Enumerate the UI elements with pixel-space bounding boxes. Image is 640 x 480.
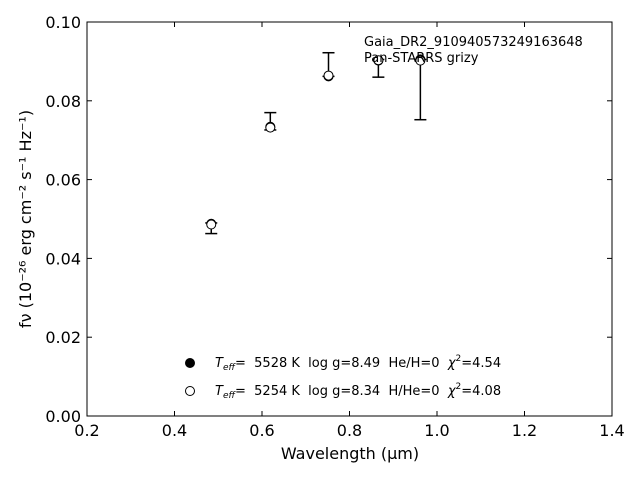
legend: Teff= 5528 K log g=8.49 He/H=0 χ2=4.54 T… (185, 354, 501, 401)
x-tick-label: 0.8 (337, 421, 362, 440)
legend-entry-1: Teff= 5528 K log g=8.49 He/H=0 χ2=4.54 (215, 354, 501, 373)
annotation-survey: Pan-STARRS grizy (364, 51, 479, 66)
legend-1-chi-value: =4.54 (461, 356, 501, 371)
y-tick-label: 0.02 (45, 328, 81, 347)
y-tick-label: 0.06 (45, 171, 81, 190)
legend-1-teff: T (215, 356, 224, 371)
legend-2-chi: χ (447, 384, 457, 399)
plot-area (86, 21, 613, 417)
y-tick-label: 0.10 (45, 13, 81, 32)
point-open (265, 122, 276, 133)
legend-1-teff-sub: eff (223, 363, 237, 373)
point-open (323, 70, 334, 81)
legend-1-chi-sup: 2 (456, 354, 462, 364)
x-tick-label: 1.0 (424, 421, 449, 440)
legend-1-params: = 5528 K log g=8.49 He/H=0 (235, 356, 448, 371)
data-markers (206, 54, 426, 230)
x-tick-label: 0.2 (74, 421, 99, 440)
x-tick-label: 0.6 (249, 421, 274, 440)
legend-entry-2: Teff= 5254 K log g=8.34 H/He=0 χ2=4.08 (215, 382, 501, 401)
x-tick-label: 1.4 (599, 421, 624, 440)
x-axis-label: Wavelength (μm) (281, 444, 419, 463)
annotation-object: Gaia_DR2_910940573249163648 (364, 35, 583, 50)
y-axis-label: fν (10⁻²⁶ erg cm⁻² s⁻¹ Hz⁻¹) (16, 110, 35, 328)
x-tick-label: 1.2 (512, 421, 537, 440)
y-axis: 0.00 0.02 0.04 0.06 0.08 0.10 (45, 13, 612, 426)
point-open (415, 55, 426, 66)
legend-1-chi: χ (447, 356, 457, 371)
legend-2-teff: T (215, 384, 224, 399)
x-axis: 0.2 0.4 0.6 0.8 1.0 1.2 1.4 (74, 22, 625, 440)
legend-2-chi-value: =4.08 (461, 384, 501, 399)
legend-2-chi-sup: 2 (456, 382, 462, 392)
legend-2-params: = 5254 K log g=8.34 H/He=0 (235, 384, 448, 399)
y-tick-label: 0.08 (45, 92, 81, 111)
x-tick-label: 0.4 (162, 421, 187, 440)
legend-marker-filled (185, 358, 195, 368)
y-tick-label: 0.00 (45, 407, 81, 426)
legend-2-teff-sub: eff (223, 391, 237, 401)
legend-marker-open (185, 386, 195, 396)
y-tick-label: 0.04 (45, 249, 81, 268)
point-open (373, 55, 384, 66)
point-open (206, 219, 217, 230)
